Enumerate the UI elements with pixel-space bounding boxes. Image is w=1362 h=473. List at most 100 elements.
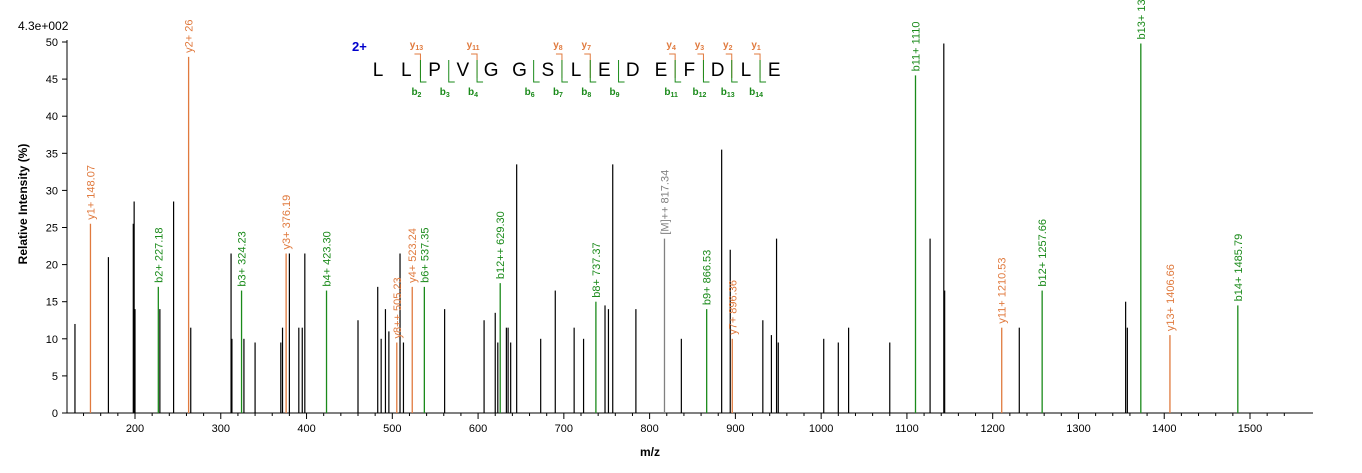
y-ion-bracket xyxy=(584,53,591,78)
x-tick-label: 800 xyxy=(640,423,658,435)
y-tick-label: 5 xyxy=(52,371,58,383)
y-ion-bracket xyxy=(754,53,761,78)
b-ion-label: b13 xyxy=(721,87,735,99)
y-ion-label: y4 xyxy=(666,40,676,52)
b-ion-label: b3 xyxy=(440,87,450,99)
y-ion-bracket xyxy=(697,53,704,78)
b-ion-label: b4 xyxy=(468,87,478,99)
b-ion-label: b9 xyxy=(610,87,620,99)
y-ion-label: y1 xyxy=(751,40,761,52)
sequence-residue: E xyxy=(768,60,781,81)
peak-label-b: b3+ 324.23 xyxy=(237,231,249,286)
sequence-residue: V xyxy=(457,60,470,81)
y-ion-label: y11 xyxy=(467,40,480,52)
x-tick-label: 1200 xyxy=(980,423,1004,435)
sequence-residue: L xyxy=(741,60,752,81)
charge-state-label: 2+ xyxy=(352,39,367,54)
peak-marks xyxy=(74,43,1239,413)
y-ion-bracket xyxy=(555,53,563,78)
sequence-residue: L xyxy=(401,60,412,81)
y-tick-label: 15 xyxy=(46,297,58,309)
chart-axes: 0 5 10 15 20 25 30 35 40 45 50 200 300 400 500 600 700 80… xyxy=(46,37,1313,435)
b-ion-label: b8 xyxy=(581,87,591,99)
peak-label-b: b8+ 737.37 xyxy=(591,242,603,297)
y-tick-label: 40 xyxy=(46,111,58,123)
x-tick-label: 1500 xyxy=(1238,423,1262,435)
x-tick-label: 400 xyxy=(297,423,315,435)
y-axis-title: Relative Intensity (%) xyxy=(16,144,30,265)
sequence-residue: P xyxy=(428,60,441,81)
b-ion-bracket xyxy=(759,60,767,83)
peak-label-y: y3+ 376.19 xyxy=(281,195,293,250)
b-ion-bracket xyxy=(731,60,738,83)
sequence-residue: G xyxy=(512,60,527,81)
b-ion-bracket xyxy=(448,60,455,83)
sequence-residue: S xyxy=(541,60,554,81)
sequence-residue: E xyxy=(655,60,668,81)
y-tick-label: 10 xyxy=(46,334,58,346)
b-ion-bracket xyxy=(702,60,710,83)
peak-label-b: b12+ 1257.66 xyxy=(1037,219,1049,287)
peak-label-b: b12++ 629.30 xyxy=(495,211,507,279)
y-tick-label: 20 xyxy=(46,260,58,272)
x-tick-label: 1100 xyxy=(895,423,919,435)
peak-label-b: b9+ 866.53 xyxy=(702,250,714,305)
b-ion-label: b12 xyxy=(692,87,706,99)
y-ion-bracket xyxy=(725,53,733,78)
peak-label-b: b11+ 1110 xyxy=(911,22,923,72)
peak-labels: y1+ 148.07 b2+ 227.18 y2+ 26 b3+ 324.23 y3+ … xyxy=(85,0,1244,339)
x-tick-label: 1300 xyxy=(1066,423,1090,435)
b-ion-bracket xyxy=(533,60,540,83)
b-ion-label: b6 xyxy=(525,87,535,99)
sequence-residue: D xyxy=(626,60,640,81)
peak-label-y: y1+ 148.07 xyxy=(85,165,97,220)
y-ion-bracket xyxy=(669,53,676,78)
y-ion-label: y8 xyxy=(553,40,563,52)
peak-label-y: y7+ 896.36 xyxy=(727,280,739,335)
y-tick-label: 30 xyxy=(46,185,58,197)
sequence-residue: E xyxy=(598,60,611,81)
x-tick-label: 900 xyxy=(726,423,744,435)
x-tick-label: 300 xyxy=(212,423,230,435)
peak-label-precursor: [M]++ 817.34 xyxy=(659,170,671,235)
b-ion-bracket xyxy=(419,60,427,83)
y-tick-label: 35 xyxy=(46,148,58,160)
peak-label-y: y13+ 1406.66 xyxy=(1165,264,1177,331)
sequence-residue: D xyxy=(711,60,725,81)
b-ion-bracket xyxy=(561,60,568,83)
x-tick-label: 700 xyxy=(555,423,573,435)
b-ion-label: b7 xyxy=(553,87,563,99)
y-ion-label: y13 xyxy=(410,40,423,52)
peak-label-b: b6+ 537.35 xyxy=(419,227,431,282)
y-tick-label: 45 xyxy=(46,74,58,86)
y-ion-bracket xyxy=(414,53,421,78)
peak-label-y: y4+ 523.24 xyxy=(407,228,419,283)
sequence-residue: F xyxy=(683,60,695,81)
peak-label-y: y2+ 26 xyxy=(184,19,196,52)
y-ion-label: y3 xyxy=(695,40,705,52)
x-tick-label: 1400 xyxy=(1152,423,1176,435)
b-ion-label: b11 xyxy=(664,87,678,99)
sequence-residue: L xyxy=(571,60,582,81)
x-axis-title: m/z xyxy=(640,445,660,459)
b-ion-bracket xyxy=(674,60,682,83)
peak-label-y: y8++ 505.23 xyxy=(392,277,404,338)
sequence-residue: G xyxy=(484,60,499,81)
peak-label-b: b13+ 1372.70 xyxy=(1136,0,1148,39)
b-ion-label: b2 xyxy=(411,87,421,99)
x-tick-label: 600 xyxy=(469,423,487,435)
b-ion-bracket xyxy=(476,60,484,83)
x-tick-label: 200 xyxy=(126,423,144,435)
y-tick-label: 25 xyxy=(46,223,58,235)
peak-label-b: b4+ 423.30 xyxy=(322,231,334,286)
peak-label-b: b2+ 227.18 xyxy=(153,227,165,282)
y-ion-bracket xyxy=(471,53,478,78)
peak-label-y: y11+ 1210.53 xyxy=(997,257,1009,323)
b-ion-bracket xyxy=(589,60,597,83)
b-ion-label: b14 xyxy=(749,87,763,99)
sequence-residue: L xyxy=(373,60,384,81)
b-ion-bracket xyxy=(618,60,625,83)
y-ion-label: y2 xyxy=(723,40,733,52)
